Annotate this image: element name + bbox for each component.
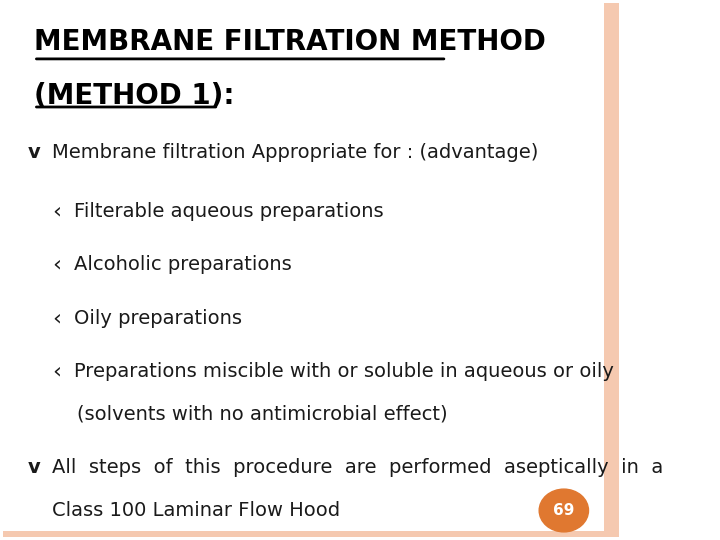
FancyBboxPatch shape [3, 530, 619, 537]
FancyBboxPatch shape [604, 3, 619, 537]
Text: Alcoholic preparations: Alcoholic preparations [73, 255, 292, 274]
Text: MEMBRANE FILTRATION METHOD: MEMBRANE FILTRATION METHOD [34, 28, 546, 56]
Text: Filterable aqueous preparations: Filterable aqueous preparations [73, 202, 383, 221]
Text: ‹: ‹ [52, 255, 61, 275]
Text: (METHOD 1):: (METHOD 1): [34, 82, 234, 110]
Text: (solvents with no antimicrobial effect): (solvents with no antimicrobial effect) [77, 405, 447, 424]
Text: Membrane filtration Appropriate for : (advantage): Membrane filtration Appropriate for : (a… [52, 143, 539, 162]
Text: v: v [27, 143, 40, 162]
Circle shape [539, 489, 588, 532]
Text: All  steps  of  this  procedure  are  performed  aseptically  in  a: All steps of this procedure are performe… [52, 458, 663, 477]
Text: ‹: ‹ [52, 308, 61, 328]
Text: v: v [27, 458, 40, 477]
Text: Oily preparations: Oily preparations [73, 308, 242, 328]
Text: Preparations miscible with or soluble in aqueous or oily: Preparations miscible with or soluble in… [73, 362, 613, 381]
Text: ‹: ‹ [52, 201, 61, 221]
Text: Class 100 Laminar Flow Hood: Class 100 Laminar Flow Hood [52, 501, 341, 520]
Text: 69: 69 [553, 503, 575, 518]
Text: ‹: ‹ [52, 362, 61, 382]
